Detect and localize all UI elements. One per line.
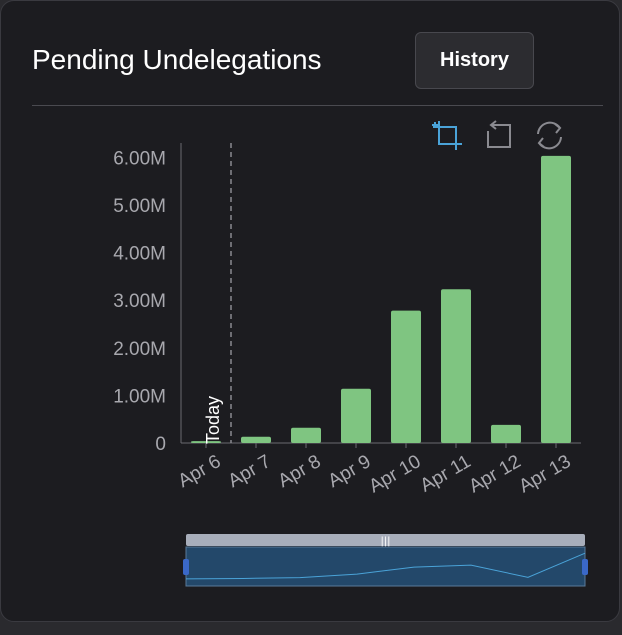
y-tick-label: 2.00M [113, 339, 166, 360]
today-marker-label: Today [203, 396, 223, 444]
slider-preview-line [185, 552, 586, 580]
history-button[interactable]: History [415, 32, 534, 89]
x-tick-label: Apr 7 [225, 451, 275, 492]
bar-apr-7 [241, 436, 271, 443]
x-tick-label: Apr 11 [417, 451, 475, 496]
x-tick-label: Apr 10 [366, 451, 425, 497]
bar-apr-13 [541, 155, 571, 443]
restore-icon[interactable] [533, 119, 566, 152]
zoom-reset-icon[interactable] [482, 119, 515, 152]
y-tick-label: 1.00M [113, 386, 166, 407]
y-tick-label: 0 [155, 434, 166, 455]
pending-undelegations-card: Pending Undelegations History [0, 0, 620, 622]
x-tick-label: Apr 9 [325, 451, 375, 492]
y-tick-label: 4.00M [113, 244, 166, 265]
slider-left-handle[interactable] [183, 559, 189, 575]
bar-apr-8 [291, 427, 321, 443]
slider-right-handle[interactable] [582, 559, 588, 575]
bar-apr-6 [191, 441, 221, 443]
y-tick-label: 6.00M [113, 148, 166, 169]
bar-apr-9 [341, 388, 371, 443]
y-tick-label: 3.00M [113, 291, 166, 312]
x-tick-label: Apr 8 [275, 451, 325, 492]
chart-toolbox [431, 119, 566, 152]
bar-apr-11 [441, 289, 471, 443]
bar-apr-12 [491, 424, 521, 443]
slider-move-handle [186, 534, 585, 546]
y-tick-label: 5.00M [113, 196, 166, 217]
card-title: Pending Undelegations [32, 44, 322, 75]
x-tick-label: Apr 13 [516, 451, 575, 497]
bar-apr-10 [391, 310, 421, 443]
data-zoom-icon[interactable] [431, 119, 464, 152]
title-divider [32, 105, 603, 106]
x-tick-label: Apr 12 [466, 451, 525, 497]
slider-window [185, 546, 586, 587]
x-tick-label: Apr 6 [175, 451, 225, 492]
slider-grip-icon: ||| [380, 536, 390, 547]
